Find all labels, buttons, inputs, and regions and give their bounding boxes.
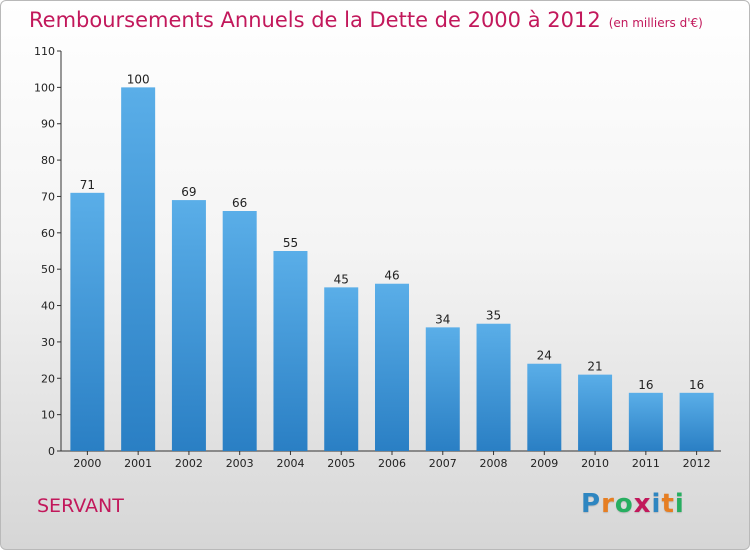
x-tick-label: 2011	[632, 457, 660, 470]
chart-title: Remboursements Annuels de la Dette de 20…	[29, 8, 703, 32]
bars	[70, 87, 714, 451]
data-label: 46	[384, 269, 399, 283]
bar	[324, 287, 359, 451]
bar	[121, 87, 156, 451]
x-tick-label: 2001	[124, 457, 152, 470]
logo-letter: t	[661, 489, 675, 519]
chart-title-text: Remboursements Annuels de la Dette de 20…	[29, 8, 601, 32]
bar	[222, 211, 257, 451]
logo-letter: x	[633, 489, 652, 519]
y-tick-label: 40	[41, 300, 55, 313]
x-tick-label: 2003	[226, 457, 254, 470]
y-tick-label: 60	[41, 227, 55, 240]
data-label: 16	[638, 378, 653, 392]
data-label: 45	[334, 272, 349, 286]
data-label: 69	[181, 185, 196, 199]
data-label: 21	[587, 360, 602, 374]
labels: 71 2000 100 2001 69 2002 66 2003 55 2004 45 2005 46 2…	[73, 72, 710, 470]
bar	[578, 374, 613, 451]
x-tick-label: 2007	[429, 457, 457, 470]
logo-letter: r	[601, 489, 615, 519]
x-tick-label: 2012	[683, 457, 711, 470]
logo-letter: i	[674, 489, 685, 519]
bar	[171, 200, 206, 451]
chart-subtitle: (en milliers d'€)	[608, 16, 703, 30]
bar	[375, 283, 409, 451]
y-tick-label: 20	[41, 372, 55, 385]
bar	[476, 323, 511, 451]
bar	[273, 251, 308, 451]
data-label: 66	[232, 196, 247, 210]
y-tick-label: 80	[41, 154, 55, 167]
bar	[679, 392, 714, 451]
data-label: 16	[689, 378, 704, 392]
x-tick-label: 2010	[581, 457, 609, 470]
y-tick-label: 50	[41, 263, 55, 276]
bar	[425, 327, 460, 451]
y-tick-label: 0	[48, 445, 55, 458]
y-tick-label: 10	[41, 409, 55, 422]
data-label: 100	[127, 72, 150, 86]
y-tick-label: 110	[34, 45, 55, 58]
x-tick-label: 2004	[276, 457, 304, 470]
x-tick-label: 2009	[530, 457, 558, 470]
x-tick-label: 2002	[175, 457, 203, 470]
y-tick-label: 30	[41, 336, 55, 349]
data-label: 34	[435, 312, 450, 326]
bar	[527, 363, 562, 451]
logo-letter: P	[581, 489, 602, 519]
data-label: 24	[537, 349, 552, 363]
data-label: 71	[80, 178, 95, 192]
bar	[628, 392, 663, 451]
x-tick-label: 2006	[378, 457, 406, 470]
y-tick-label: 70	[41, 190, 55, 203]
data-label: 35	[486, 309, 501, 323]
x-tick-label: 2005	[327, 457, 355, 470]
proxiti-logo: Proxiti	[581, 489, 685, 519]
bar	[70, 192, 105, 451]
commune-name: SERVANT	[37, 495, 124, 517]
x-tick-label: 2008	[480, 457, 508, 470]
y-tick-label: 100	[34, 81, 55, 94]
logo-letter: i	[651, 489, 662, 519]
y-tick-label: 90	[41, 118, 55, 131]
data-label: 55	[283, 236, 298, 250]
x-tick-label: 2000	[73, 457, 101, 470]
logo-letter: o	[614, 489, 634, 519]
